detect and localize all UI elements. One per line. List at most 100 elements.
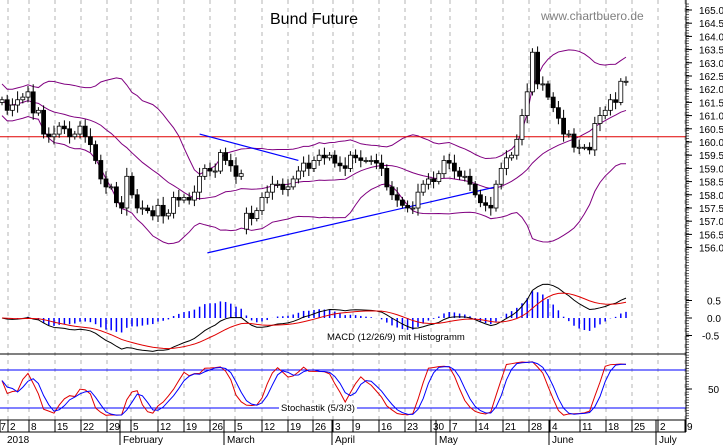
candle xyxy=(285,186,291,190)
macd-label: MACD (12/26/9) mit Histogramm xyxy=(327,332,465,343)
candle xyxy=(191,191,197,201)
date-label: 9 xyxy=(355,422,361,433)
date-label: 5 xyxy=(133,422,139,433)
y-tick-label: 156.0 xyxy=(699,244,723,255)
candle xyxy=(280,183,286,190)
candle xyxy=(67,128,72,138)
y-tick-label: 159.0 xyxy=(699,164,723,175)
candle xyxy=(405,204,411,209)
candle xyxy=(425,178,431,185)
candle xyxy=(431,178,437,183)
candle xyxy=(36,109,41,114)
candle xyxy=(223,152,229,161)
candle xyxy=(561,117,566,135)
candle xyxy=(88,136,93,146)
candle xyxy=(477,194,483,204)
candle xyxy=(493,183,499,209)
candle xyxy=(337,162,343,167)
candle xyxy=(483,202,489,206)
y-tick-label: 161.0 xyxy=(699,112,723,123)
macd-line xyxy=(1,283,627,352)
candle xyxy=(545,83,551,98)
trendline xyxy=(199,133,299,162)
candle xyxy=(186,197,192,201)
candle xyxy=(556,107,561,119)
candle xyxy=(171,197,177,214)
candle xyxy=(30,91,36,114)
candle xyxy=(301,162,307,172)
y-tick-label: 157.0 xyxy=(699,217,723,228)
y-tick-label: 163.5 xyxy=(699,46,723,57)
candle xyxy=(415,191,421,209)
month-label: April xyxy=(335,435,355,445)
candle xyxy=(20,96,26,101)
date-label: 14 xyxy=(478,422,490,433)
month-label: 2018 xyxy=(7,435,30,445)
macd-label-bg xyxy=(325,332,467,343)
candle xyxy=(530,51,535,93)
candle xyxy=(347,154,353,169)
date-label: 16 xyxy=(381,422,393,433)
candle xyxy=(212,170,218,173)
candle xyxy=(613,99,618,103)
date-label: 4 xyxy=(552,422,558,433)
candle xyxy=(139,207,145,210)
y-tick-label: 162.0 xyxy=(699,85,723,96)
date-label: 26 xyxy=(315,422,327,433)
candle xyxy=(394,194,400,201)
month-label: March xyxy=(227,435,255,445)
candle xyxy=(550,96,556,109)
candle xyxy=(342,165,348,169)
candle xyxy=(379,162,385,169)
y-tick-label: 163.0 xyxy=(699,59,723,70)
candle xyxy=(457,170,463,177)
candle xyxy=(306,162,312,169)
candle xyxy=(46,133,52,138)
candle xyxy=(181,197,187,201)
candle xyxy=(566,133,572,136)
date-label: 2 xyxy=(660,422,666,433)
candle xyxy=(535,51,540,85)
candle xyxy=(592,123,598,151)
candle xyxy=(384,167,390,188)
candle xyxy=(587,146,592,151)
date-label: 12 xyxy=(264,422,276,433)
date-label: 8 xyxy=(31,422,37,433)
candle xyxy=(82,125,88,138)
y-tick-label: 160.5 xyxy=(699,125,723,136)
macd-tick-label: 0.5 xyxy=(707,297,721,308)
macd-panel xyxy=(1,283,627,352)
stochastic-label-bg xyxy=(279,403,357,414)
stoch-k-line xyxy=(1,361,627,416)
date-label: 29 xyxy=(109,422,121,433)
candle xyxy=(0,99,5,103)
candle xyxy=(264,191,270,198)
candle xyxy=(243,212,249,230)
candle xyxy=(488,204,494,209)
candle xyxy=(597,115,603,124)
candle xyxy=(233,165,239,177)
candle xyxy=(441,160,447,175)
candle xyxy=(602,109,608,116)
candle xyxy=(295,170,301,180)
candle xyxy=(108,186,114,189)
date-label: 7 xyxy=(452,422,458,433)
date-label: 28 xyxy=(531,422,543,433)
candle xyxy=(165,212,171,217)
candle xyxy=(514,138,520,156)
candle xyxy=(327,154,333,159)
date-label: 3 xyxy=(335,422,341,433)
candle xyxy=(524,91,530,116)
candle xyxy=(446,160,452,164)
candle xyxy=(290,178,296,188)
candle xyxy=(540,83,546,86)
candle xyxy=(462,175,468,178)
date-label: 2 xyxy=(10,422,16,433)
candle xyxy=(389,186,395,196)
candle xyxy=(373,160,379,164)
candle xyxy=(41,109,46,135)
candle xyxy=(519,115,525,140)
